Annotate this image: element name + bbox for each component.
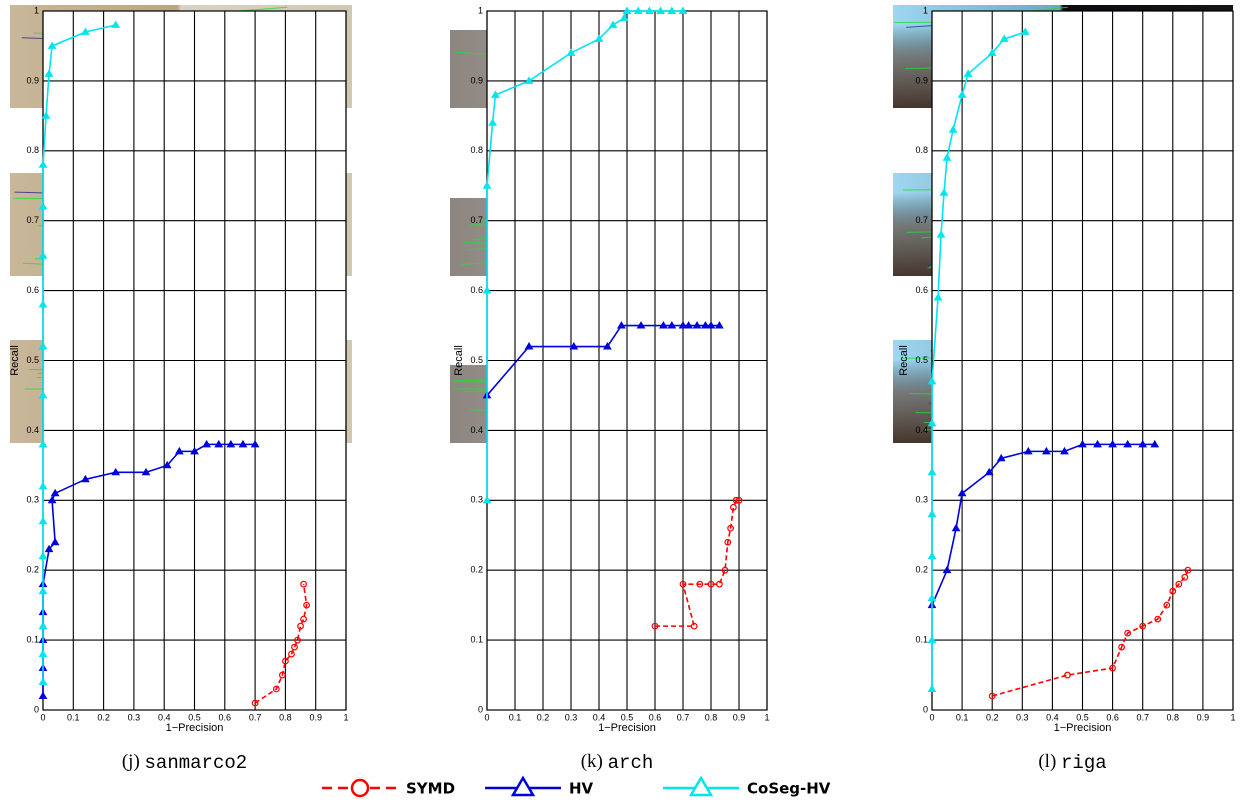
- x-tick-label: 0: [929, 712, 934, 722]
- y-tick-label: 0.7: [26, 215, 39, 225]
- y-tick-label: 0.8: [470, 145, 483, 155]
- x-tick-label: 0.6: [1106, 712, 1119, 722]
- x-tick-label: 0.2: [97, 712, 110, 722]
- y-tick-label: 0.2: [915, 565, 928, 575]
- y-tick-label: 0.1: [470, 634, 483, 644]
- x-tick-label: 0.5: [1076, 712, 1089, 722]
- y-axis-label: Recall: [9, 345, 21, 376]
- x-tick-label: 0.3: [128, 712, 141, 722]
- chart-caption: (k) arch: [581, 751, 654, 774]
- x-tick-label: 0.2: [986, 712, 999, 722]
- x-tick-label: 0.4: [593, 712, 606, 722]
- y-tick-label: 1: [478, 5, 483, 15]
- y-tick-label: 0.4: [915, 425, 928, 435]
- y-axis-label: Recall: [898, 345, 910, 376]
- y-tick-label: 0: [478, 704, 483, 714]
- y-tick-label: 0: [34, 704, 39, 714]
- x-tick-label: 0: [40, 712, 45, 722]
- legend-label: SYMD: [406, 780, 455, 798]
- y-tick-label: 0.7: [915, 215, 928, 225]
- x-tick-label: 0.3: [565, 712, 578, 722]
- legend-marker: [352, 780, 368, 796]
- x-tick-label: 1: [1230, 712, 1235, 722]
- y-tick-label: 0.1: [26, 634, 39, 644]
- y-tick-label: 0.5: [915, 355, 928, 365]
- chart-caption: (l) riga: [1038, 751, 1106, 774]
- y-tick-label: 0.5: [470, 355, 483, 365]
- legend-label: CoSeg-HV: [747, 780, 831, 798]
- y-tick-label: 0.2: [26, 565, 39, 575]
- x-tick-label: 0.7: [677, 712, 690, 722]
- y-tick-label: 0.8: [26, 145, 39, 155]
- y-tick-label: 0.7: [470, 215, 483, 225]
- x-tick-label: 1: [764, 712, 769, 722]
- x-tick-label: 0.2: [537, 712, 550, 722]
- x-tick-label: 0.3: [1016, 712, 1029, 722]
- x-tick-label: 0.5: [621, 712, 634, 722]
- x-tick-label: 0.8: [279, 712, 292, 722]
- x-tick-label: 0.9: [1197, 712, 1210, 722]
- figure-canvas: (a) SYMD: 45/80(b) SYMD: 10/17(c) SYMD: …: [0, 0, 1243, 802]
- y-tick-label: 0.9: [915, 75, 928, 85]
- x-tick-label: 0.6: [219, 712, 232, 722]
- x-tick-label: 0.9: [733, 712, 746, 722]
- y-tick-label: 0.3: [915, 495, 928, 505]
- chart-caption: (j) sanmarco2: [122, 751, 247, 774]
- y-tick-label: 1: [923, 5, 928, 15]
- x-tick-label: 0.7: [1136, 712, 1149, 722]
- caption-name: arch: [608, 752, 654, 774]
- y-tick-label: 0.8: [915, 145, 928, 155]
- y-axis-label: Recall: [453, 345, 465, 376]
- x-tick-label: 0.7: [249, 712, 262, 722]
- y-tick-label: 0.3: [26, 495, 39, 505]
- x-tick-label: 0.8: [705, 712, 718, 722]
- y-tick-label: 0.4: [26, 425, 39, 435]
- caption-label: (l): [1038, 751, 1061, 772]
- y-tick-label: 0.5: [26, 355, 39, 365]
- y-tick-label: 0.1: [915, 634, 928, 644]
- legend-marker: [691, 778, 711, 795]
- x-tick-label: 0.9: [309, 712, 322, 722]
- x-tick-label: 0.4: [1046, 712, 1059, 722]
- x-tick-label: 1: [343, 712, 348, 722]
- y-tick-label: 0.2: [470, 565, 483, 575]
- y-tick-label: 0.9: [26, 75, 39, 85]
- x-tick-label: 0.1: [956, 712, 969, 722]
- caption-name: riga: [1061, 752, 1107, 774]
- y-tick-label: 0.9: [470, 75, 483, 85]
- caption-label: (k): [581, 751, 608, 772]
- x-axis-label: 1−Precision: [166, 722, 224, 734]
- x-tick-label: 0.1: [67, 712, 80, 722]
- y-tick-label: 0.3: [470, 495, 483, 505]
- caption-label: (j): [122, 751, 145, 772]
- y-tick-label: 0.4: [470, 425, 483, 435]
- x-axis-label: 1−Precision: [598, 722, 656, 734]
- x-axis-label: 1−Precision: [1054, 722, 1112, 734]
- y-tick-label: 0: [923, 704, 928, 714]
- y-tick-label: 0.6: [915, 285, 928, 295]
- caption-name: sanmarco2: [145, 752, 248, 774]
- x-tick-label: 0.1: [509, 712, 522, 722]
- x-tick-label: 0.6: [649, 712, 662, 722]
- legend-label: HV: [569, 780, 594, 798]
- x-tick-label: 0.8: [1167, 712, 1180, 722]
- x-tick-label: 0.4: [158, 712, 171, 722]
- x-tick-label: 0.5: [188, 712, 201, 722]
- y-tick-label: 0.6: [26, 285, 39, 295]
- figure: (a) SYMD: 45/80(b) SYMD: 10/17(c) SYMD: …: [0, 0, 1243, 802]
- y-tick-label: 0.6: [470, 285, 483, 295]
- x-tick-label: 0: [484, 712, 489, 722]
- legend-marker: [513, 778, 533, 795]
- y-tick-label: 1: [34, 5, 39, 15]
